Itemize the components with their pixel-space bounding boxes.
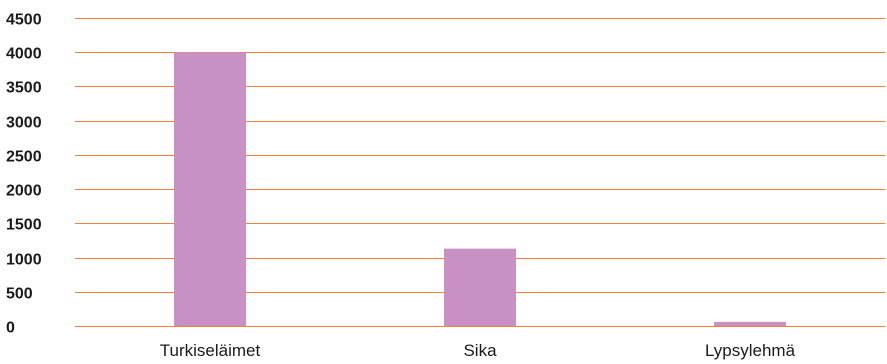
x-tick-label: Turkiseläimet <box>160 341 261 360</box>
y-tick-label: 4000 <box>6 46 42 63</box>
x-tick-label: Sika <box>463 341 497 360</box>
y-tick-label: 2000 <box>6 183 42 200</box>
y-tick-label: 1000 <box>6 252 42 269</box>
x-tick-label: Lypsylehmä <box>705 341 796 360</box>
y-tick-label: 0 <box>6 320 15 337</box>
bar-turkiseläimet <box>174 52 246 326</box>
y-tick-label: 500 <box>6 286 33 303</box>
bar-lypsylehmä <box>714 321 786 326</box>
bar-sika <box>444 248 516 326</box>
bars <box>174 52 786 326</box>
y-axis-tick-labels: 0 500 1000 1500 2000 2500 3000 3500 4000 4500 <box>6 12 42 337</box>
y-tick-label: 1500 <box>6 217 42 234</box>
x-axis-tick-labels: Turkiseläimet Sika Lypsylehmä <box>160 341 796 360</box>
y-tick-label: 4500 <box>6 12 42 29</box>
y-tick-label: 3500 <box>6 80 42 97</box>
y-tick-label: 2500 <box>6 149 42 166</box>
y-tick-label: 3000 <box>6 115 42 132</box>
